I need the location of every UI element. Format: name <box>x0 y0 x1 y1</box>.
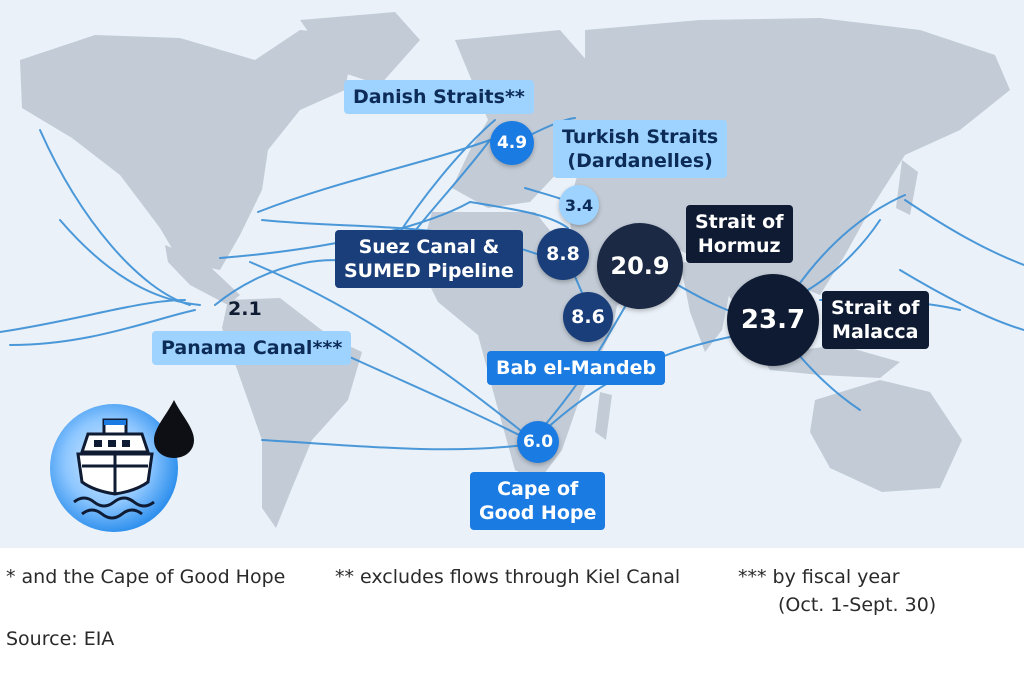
north-america-land <box>20 30 355 270</box>
route-north-europe-asia <box>394 119 496 241</box>
footnote-fiscal-dates: (Oct. 1-Sept. 30) <box>778 594 937 616</box>
turkish-straits-label-line2: (Dardanelles) <box>567 150 713 172</box>
oil-tanker-icon <box>50 404 178 532</box>
malacca-label-line1: Strait of <box>831 297 920 319</box>
panama-label: Panama Canal*** <box>152 331 352 365</box>
route-pacific-east <box>904 199 1024 266</box>
world-map: 4.9 3.4 8.8 20.9 8.6 23.7 6.0 2.1 Danish… <box>0 0 1024 548</box>
suez-label-line2: SUMED Pipeline <box>344 260 514 282</box>
central-america-land <box>165 245 240 305</box>
bab-el-mandeb-value-bubble: 8.6 <box>563 292 613 342</box>
route-transatlantic-north <box>257 139 491 213</box>
route-brazil-cape <box>329 347 526 439</box>
cape-label-line2: Good Hope <box>479 502 597 524</box>
hormuz-label-line2: Hormuz <box>697 235 781 257</box>
oil-drop-icon <box>154 400 194 458</box>
cape-label-line1: Cape of <box>497 478 579 500</box>
turkish-straits-label: Turkish Straits (Dardanelles) <box>553 120 728 178</box>
asia-land <box>570 18 1010 300</box>
route-pacific-mid <box>59 219 201 306</box>
cape-label: Cape of Good Hope <box>470 472 606 530</box>
footnote-kiel: ** excludes flows through Kiel Canal <box>335 566 681 588</box>
route-pacific-north <box>0 299 186 333</box>
map-graphic <box>0 12 1024 528</box>
australia-land <box>810 380 962 492</box>
route-china-japan <box>794 194 906 291</box>
route-south-america-cape <box>261 439 526 451</box>
source-note: Source: EIA <box>6 628 115 650</box>
malacca-value-bubble: 23.7 <box>727 274 819 366</box>
bab-el-mandeb-label: Bab el-Mandeb <box>487 351 666 385</box>
hormuz-label-line1: Strait of <box>695 211 784 233</box>
route-pacific-south <box>9 309 196 346</box>
hormuz-label: Strait of Hormuz <box>686 205 793 263</box>
footnote-cape: * and the Cape of Good Hope <box>6 566 286 588</box>
landmasses <box>20 12 1010 528</box>
india-land <box>680 262 735 352</box>
madagascar-land <box>595 392 612 440</box>
route-atlantic-cape <box>249 261 521 431</box>
route-med <box>469 201 569 229</box>
suez-label: Suez Canal & SUMED Pipeline <box>335 230 523 288</box>
suez-label-line1: Suez Canal & <box>358 236 500 258</box>
hormuz-value-bubble: 20.9 <box>597 223 683 309</box>
turkish-straits-value-bubble: 3.4 <box>559 185 599 225</box>
malacca-label: Strait of Malacca <box>822 291 929 349</box>
japan-land <box>896 160 918 215</box>
route-pacific-east-2 <box>899 269 1024 331</box>
greenland-land <box>300 12 420 85</box>
footnote-fiscal-year: *** by fiscal year <box>738 566 900 588</box>
suez-value-bubble: 8.8 <box>537 228 589 280</box>
danish-straits-label: Danish Straits** <box>344 80 534 114</box>
oil-tanker-icon-group <box>48 400 194 534</box>
panama-value: 2.1 <box>228 298 262 320</box>
turkish-straits-label-line1: Turkish Straits <box>562 126 719 148</box>
cape-value-bubble: 6.0 <box>517 421 559 463</box>
danish-straits-value-bubble: 4.9 <box>490 121 534 165</box>
route-pacific-west <box>39 129 191 306</box>
malacca-label-line2: Malacca <box>832 321 919 343</box>
